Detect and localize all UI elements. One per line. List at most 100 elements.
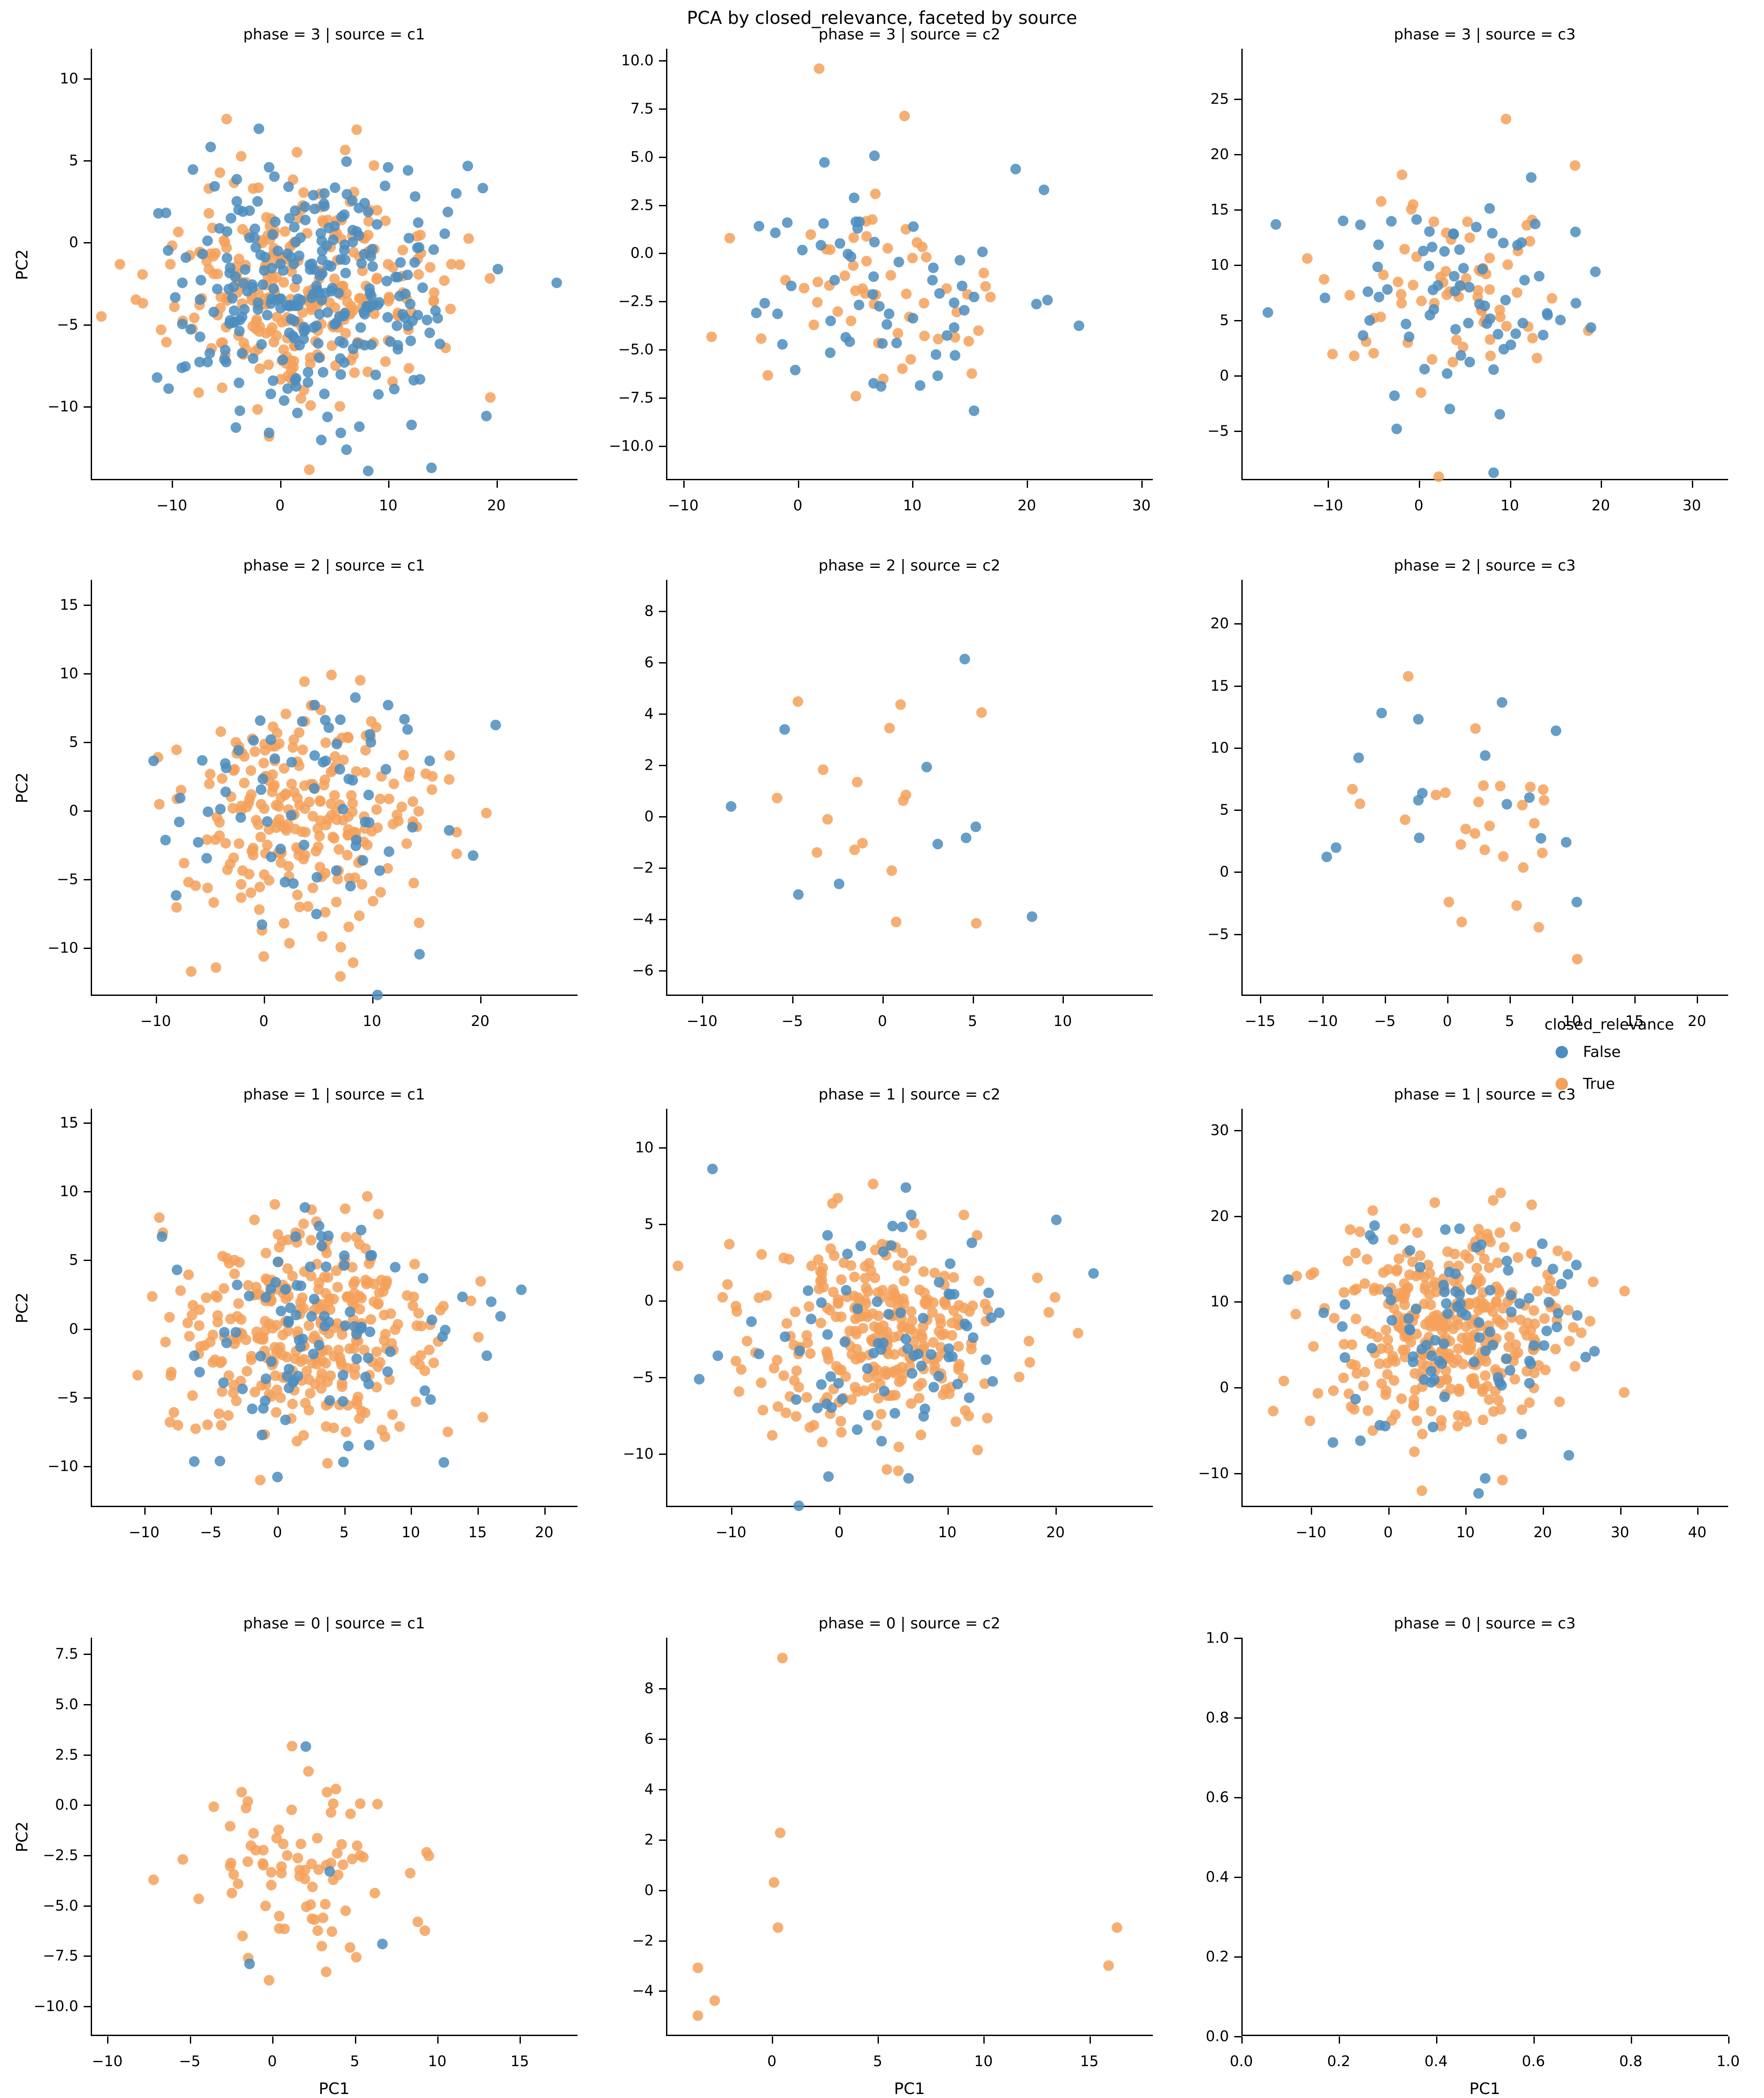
scatter-point [914, 380, 925, 391]
scatter-point [290, 1231, 301, 1242]
scatter-point [978, 267, 990, 278]
scatter-point [1424, 261, 1435, 272]
scatter-point [225, 212, 236, 224]
scatter-point [288, 878, 299, 889]
scatter-point [839, 1336, 850, 1347]
scatter-point [188, 1300, 199, 1311]
y-tick [1234, 98, 1241, 100]
scatter-point [1389, 390, 1400, 401]
y-tick [659, 1453, 666, 1455]
scatter-point [1512, 287, 1523, 298]
scatter-point [1480, 1356, 1491, 1367]
y-tick-label: −10 [47, 397, 78, 415]
scatter-point [914, 1284, 925, 1296]
scatter-point [463, 233, 474, 244]
scatter-point [391, 320, 402, 332]
scatter-point [1357, 330, 1368, 341]
scatter-point [327, 832, 339, 843]
scatter-point [439, 275, 450, 286]
scatter-point [943, 1288, 954, 1299]
scatter-point [193, 1893, 204, 1904]
scatter-point [276, 1868, 287, 1879]
scatter-point [883, 309, 894, 320]
legend-item[interactable]: False [1556, 1043, 1621, 1061]
scatter-point [907, 313, 918, 324]
facet-panel: phase = 1 | source = c1 −10 −5 0 5 10 15 20 −10−… [13, 1086, 578, 1541]
scatter-point [801, 1330, 812, 1341]
facet-panel-title: phase = 3 | source = c1 [243, 26, 425, 43]
scatter-point [1568, 1322, 1579, 1333]
scatter-point [194, 1320, 205, 1331]
x-tick [1328, 481, 1329, 488]
axes: −10 0 10 20 −10 −5 0 5 10 15 PC2 [13, 580, 578, 1030]
scatter-point [1376, 707, 1387, 718]
scatter-point [249, 223, 260, 234]
scatter-point [303, 366, 314, 378]
scatter-point [790, 1411, 801, 1422]
y-tick-label: 15 [60, 1114, 78, 1131]
scatter-point [1415, 387, 1426, 398]
y-tick [84, 1328, 91, 1330]
scatter-point [849, 1271, 860, 1282]
scatter-point [1374, 1419, 1385, 1431]
legend-item[interactable]: True [1556, 1075, 1615, 1093]
scatter-point [319, 201, 330, 212]
scatter-point [315, 815, 326, 826]
scatter-point [1411, 1415, 1422, 1426]
scatter-point [383, 846, 394, 857]
scatter-point [308, 783, 320, 794]
scatter-point [1403, 671, 1414, 682]
scatter-point [1516, 1428, 1527, 1439]
scatter-point [1103, 1960, 1114, 1971]
scatter-point [182, 1318, 193, 1329]
scatter-point [195, 332, 206, 343]
scatter-point [408, 375, 420, 386]
scatter-point [1367, 1205, 1379, 1216]
y-tick [659, 970, 666, 972]
y-tick [659, 1300, 666, 1302]
x-tick-label: 0 [878, 1012, 887, 1030]
y-tick-label: 20 [1210, 145, 1229, 162]
scatter-point [1380, 1389, 1391, 1400]
scatter-point [254, 363, 266, 374]
scatter-point [249, 746, 260, 757]
scatter-point [706, 332, 717, 343]
scatter-point [240, 1334, 251, 1346]
scatter-point [344, 1343, 355, 1354]
scatter-point [1552, 1321, 1563, 1332]
scatter-point [815, 240, 826, 251]
scatter-point [423, 1850, 434, 1861]
y-tick-label: −5 [57, 870, 78, 888]
scatter-point [1347, 783, 1358, 794]
scatter-point [329, 751, 340, 762]
scatter-point [881, 319, 892, 330]
scatter-point [1461, 1416, 1472, 1427]
scatter-point [214, 817, 225, 828]
scatter-point [356, 1224, 367, 1235]
scatter-point [478, 183, 489, 194]
scatter-point [298, 322, 309, 333]
scatter-point [371, 804, 382, 815]
y-tick [1234, 2036, 1241, 2037]
scatter-point [205, 769, 216, 780]
scatter-point [334, 336, 345, 347]
scatter-point [1483, 1262, 1494, 1273]
scatter-point [267, 375, 278, 386]
scatter-point [367, 896, 378, 907]
scatter-point [237, 1931, 248, 1942]
scatter-point [434, 338, 445, 349]
scatter-point [1439, 246, 1450, 257]
scatter-point [171, 890, 182, 901]
x-tick [1510, 481, 1511, 488]
scatter-point [928, 262, 939, 274]
scatter-point [1569, 1361, 1580, 1372]
scatter-point [1524, 792, 1535, 803]
scatter-point [377, 1938, 388, 1949]
scatter-point [1556, 1279, 1567, 1290]
scatter-point [1477, 264, 1488, 275]
scatter-point [270, 216, 281, 228]
scatter-point [1451, 335, 1462, 346]
scatter-point [927, 274, 938, 285]
x-tick-label: 30 [1132, 497, 1151, 514]
x-tick-label: −5 [179, 2052, 201, 2070]
